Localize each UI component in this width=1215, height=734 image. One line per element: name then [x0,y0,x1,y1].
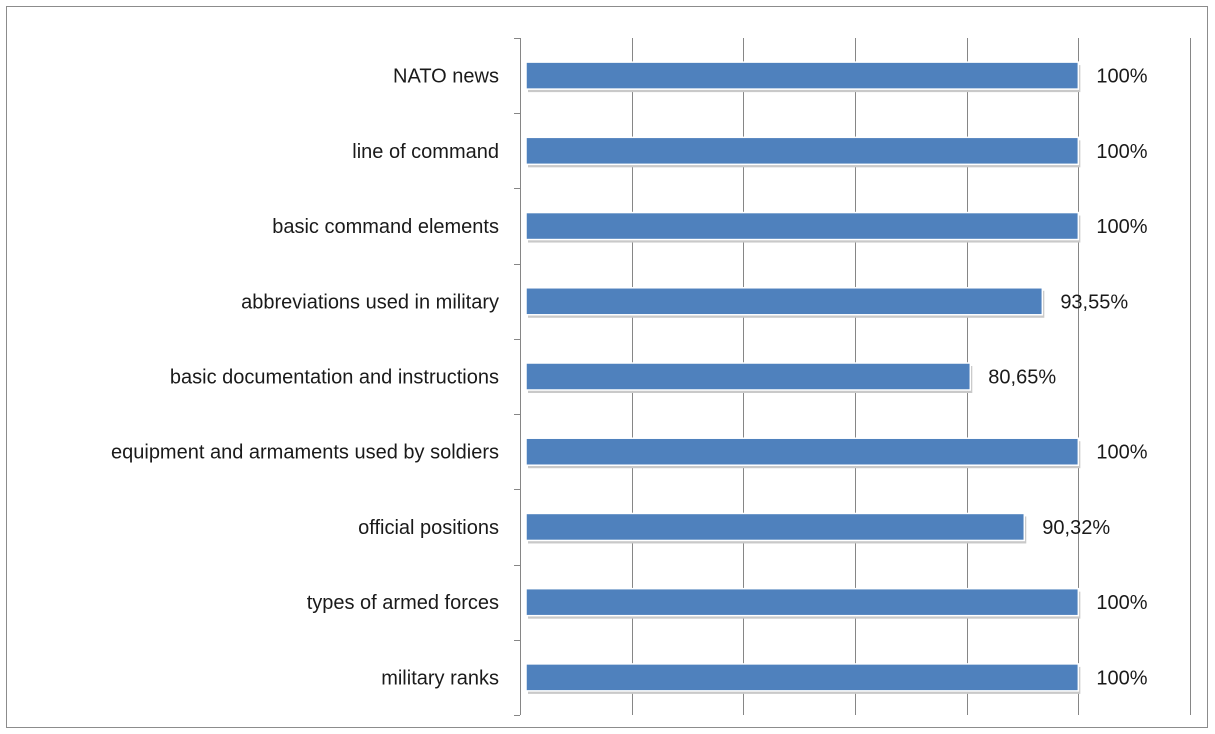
category-axis [514,38,521,716]
category-label: basic command elements [272,216,499,238]
bar [525,587,1080,617]
category-label: NATO news [393,66,499,88]
value-label: 80,65% [988,367,1056,389]
value-label: 100% [1096,216,1147,238]
value-label: 100% [1096,442,1147,464]
value-label: 100% [1096,141,1147,163]
category-label: military ranks [381,667,499,689]
bar [525,437,1080,466]
bar [525,512,1026,542]
bar [525,61,1080,90]
labels: NATO news 100% line of command 100% basic co… [111,66,1148,690]
category-label: basic documentation and instructions [170,367,499,389]
value-label: 93,55% [1060,291,1128,313]
category-label: equipment and armaments used by soldiers [111,442,499,464]
category-label: abbreviations used in military [241,291,499,313]
bar [525,211,1080,241]
category-label: line of command [352,141,499,163]
value-label: 100% [1096,592,1147,614]
bars [525,61,1081,694]
value-label: 90,32% [1042,517,1110,539]
bar [525,287,1044,316]
bar [525,663,1080,692]
category-label: official positions [358,517,499,539]
value-label: 100% [1096,667,1147,689]
category-label: types of armed forces [307,592,499,614]
bar [525,136,1080,166]
bar [525,362,972,391]
value-label: 100% [1096,66,1147,88]
